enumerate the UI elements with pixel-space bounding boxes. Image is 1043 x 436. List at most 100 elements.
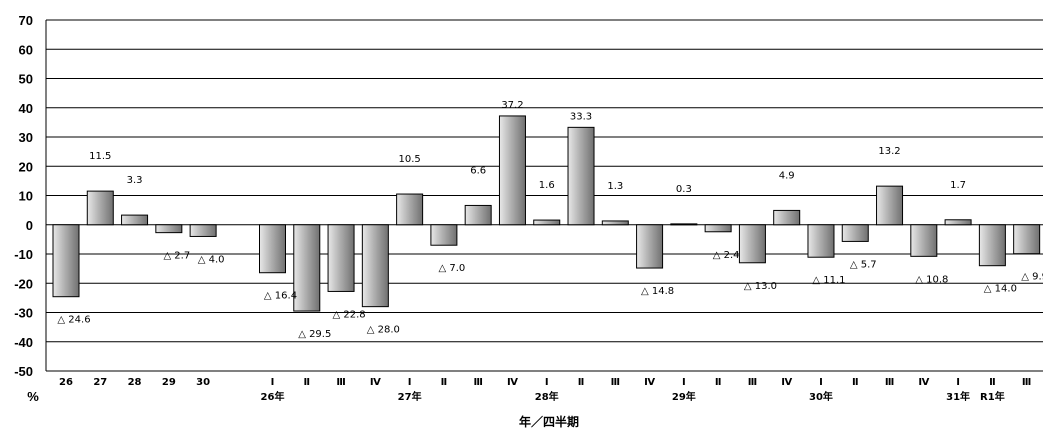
y-axis-ticks: 70 60 50 40 30 20 10 0 -10 -20 -30 -40 -50 — [14, 13, 33, 379]
x-axis-title: 年／四半期 — [519, 414, 579, 429]
bar — [52, 224, 80, 298]
data-label: △ 29.5 — [298, 329, 331, 340]
y-tick-label: -30 — [14, 306, 33, 321]
data-label: △ 16.4 — [264, 291, 297, 302]
data-label: △ 2.7 — [163, 251, 190, 262]
x-tick-label: Ⅰ — [545, 377, 549, 388]
y-tick-label: -10 — [14, 247, 33, 262]
x-group-label: 29年 — [672, 390, 696, 403]
data-label: △ 10.8 — [915, 274, 948, 285]
x-group-label: 26年 — [261, 390, 285, 403]
y-tick-label: 70 — [19, 13, 33, 28]
data-label: △ 11.1 — [812, 275, 845, 286]
x-tick-label: Ⅲ — [748, 377, 757, 388]
data-label: △ 2.4 — [713, 250, 740, 261]
data-label: △ 28.0 — [367, 325, 400, 336]
bar — [396, 193, 424, 226]
data-labels: △ 24.6 11.5 3.3 △ 2.7 △ 4.0 △ 16.4 △ 29.5△ 22.… — [57, 100, 1043, 340]
y-tick-label: 10 — [19, 189, 33, 204]
data-label: 1.7 — [950, 180, 966, 191]
bar — [86, 190, 114, 226]
x-tick-label: Ⅱ — [578, 377, 585, 388]
y-tick-label: 20 — [19, 159, 33, 174]
bar — [773, 209, 801, 226]
x-tick-label: Ⅳ — [781, 377, 792, 388]
bar — [944, 219, 972, 226]
bar — [155, 224, 183, 234]
data-label: △ 9.9 — [1021, 272, 1043, 283]
bar — [533, 219, 561, 226]
bar — [978, 224, 1006, 267]
x-tick-label: Ⅰ — [956, 377, 960, 388]
bar — [876, 185, 904, 226]
x-tick-label: Ⅲ — [473, 377, 482, 388]
bar — [464, 204, 492, 226]
data-label: △ 24.6 — [57, 315, 90, 326]
bar — [670, 223, 698, 226]
x-tick-label: Ⅲ — [611, 377, 620, 388]
data-label: △ 5.7 — [850, 259, 877, 270]
x-tick-label: 26 — [59, 377, 73, 388]
x-tick-label: Ⅲ — [1022, 377, 1031, 388]
x-tick-label: 28 — [128, 377, 142, 388]
x-tick-label: Ⅳ — [644, 377, 655, 388]
data-label: 3.3 — [127, 175, 143, 186]
bar — [189, 224, 217, 237]
x-tick-label: 27 — [93, 377, 107, 388]
data-label: △ 22.8 — [332, 309, 365, 320]
data-label: △ 14.8 — [641, 286, 674, 297]
bar — [601, 220, 629, 226]
bar — [704, 224, 732, 233]
y-tick-label: -20 — [14, 276, 33, 291]
x-tick-label: Ⅱ — [441, 377, 448, 388]
x-tick-label: 29 — [162, 377, 176, 388]
data-label: △ 4.0 — [198, 254, 225, 265]
data-label: 0.3 — [676, 184, 692, 195]
data-label: △ 7.0 — [439, 263, 466, 274]
bar — [567, 126, 595, 226]
y-tick-label: 60 — [19, 42, 33, 57]
x-tick-label: Ⅳ — [507, 377, 518, 388]
gridlines — [45, 19, 1043, 372]
bar — [841, 224, 869, 242]
x-tick-label: Ⅰ — [271, 377, 275, 388]
data-label: △ 13.0 — [744, 281, 777, 292]
data-label: 4.9 — [779, 170, 795, 181]
x-tick-label: Ⅳ — [918, 377, 929, 388]
data-label: 6.6 — [470, 165, 486, 176]
x-group-label: 27年 — [398, 390, 422, 403]
x-tick-label: Ⅱ — [715, 377, 722, 388]
data-label: △ 14.0 — [984, 284, 1017, 295]
bar — [361, 224, 389, 308]
data-label: 13.2 — [878, 146, 900, 157]
y-tick-label: 50 — [19, 72, 33, 87]
data-label: 1.6 — [539, 180, 555, 191]
bar — [1013, 224, 1041, 255]
bar — [259, 224, 286, 274]
bar — [636, 224, 664, 269]
x-tick-label: 30 — [196, 377, 210, 388]
bar — [738, 224, 766, 264]
x-tick-label: Ⅲ — [885, 377, 894, 388]
x-tick-label: Ⅱ — [989, 377, 996, 388]
y-tick-label: 40 — [19, 101, 33, 116]
bar — [807, 224, 835, 258]
x-tick-label: Ⅳ — [370, 377, 381, 388]
y-tick-label: -40 — [14, 335, 33, 350]
x-tick-label: Ⅱ — [852, 377, 859, 388]
bar — [498, 115, 526, 226]
x-tick-label: Ⅰ — [682, 377, 686, 388]
data-label: 10.5 — [398, 154, 420, 165]
x-tick-label: Ⅲ — [336, 377, 345, 388]
y-tick-label: 30 — [19, 130, 33, 145]
x-group-label: 31年 — [946, 390, 970, 403]
data-label: 11.5 — [89, 151, 111, 162]
data-label: 1.3 — [607, 181, 623, 192]
bar — [430, 224, 458, 246]
x-group-label: 28年 — [535, 390, 559, 403]
y-tick-label: 0 — [26, 218, 33, 233]
x-group-label: R1年 — [980, 390, 1005, 403]
y-tick-label: -50 — [14, 364, 33, 379]
